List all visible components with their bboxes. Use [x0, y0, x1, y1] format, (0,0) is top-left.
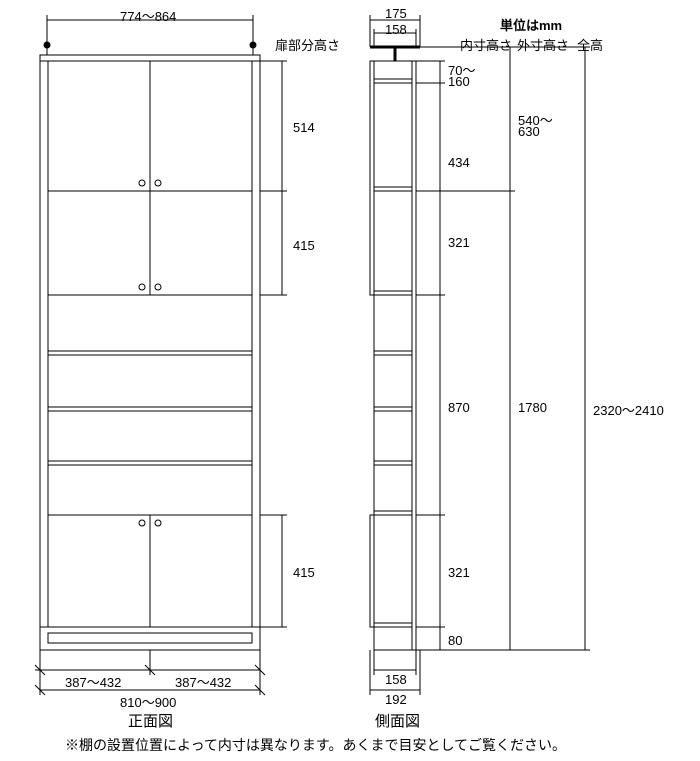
front-top-width: 774～864 [120, 6, 176, 25]
outer-d1b: 630 [518, 124, 540, 139]
header-outer-height: 外寸高さ [517, 35, 569, 54]
front-bottom-width: 810～900 [120, 692, 176, 711]
inner-d1b: 160 [448, 74, 470, 89]
outer-d2: 1780 [518, 400, 547, 415]
side-bottom-158: 158 [385, 672, 407, 687]
side-top-175: 175 [385, 6, 407, 21]
header-inner-height: 内寸高さ [460, 35, 512, 54]
inner-d6: 80 [448, 633, 462, 648]
front-door3-h: 415 [293, 565, 315, 580]
unit-note: 単位はmm [500, 15, 562, 34]
inner-d3: 321 [448, 235, 470, 250]
front-title: 正面図 [128, 710, 173, 731]
footer-note: ※棚の設置位置によって内寸は異なります。あくまで目安としてご覧ください。 [65, 735, 566, 755]
inner-d5: 321 [448, 565, 470, 580]
side-view [370, 15, 590, 695]
inner-d4: 870 [448, 400, 470, 415]
header-door-height: 扉部分高さ [275, 35, 340, 54]
front-door1-h: 514 [293, 120, 315, 135]
side-title: 側面図 [375, 710, 420, 731]
front-view [35, 15, 287, 695]
total-h: 2320～2410 [593, 400, 664, 419]
side-top-158: 158 [385, 22, 407, 37]
side-bottom-192: 192 [385, 692, 407, 707]
header-total-height: 全高 [577, 35, 603, 54]
front-half-width-l: 387～432 [65, 672, 121, 691]
inner-d2: 434 [448, 155, 470, 170]
front-door2-h: 415 [293, 238, 315, 253]
technical-drawing [0, 0, 700, 761]
front-half-width-r: 387～432 [175, 672, 231, 691]
